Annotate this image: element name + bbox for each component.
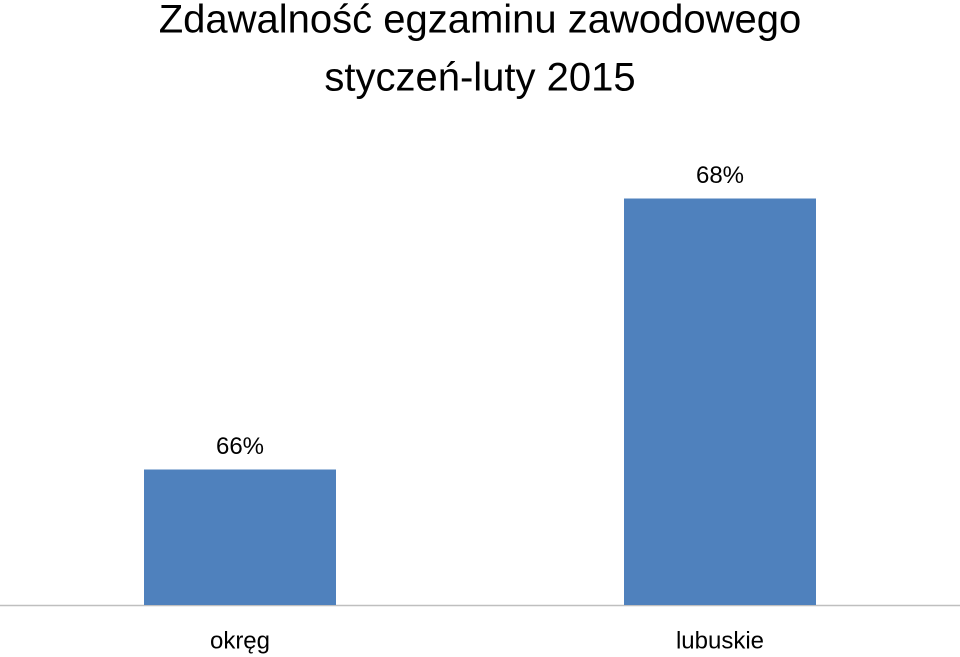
x-tick-label: lubuskie: [676, 627, 764, 654]
value-label: 68%: [696, 162, 744, 189]
bar: [144, 469, 336, 605]
x-tick-label: okręg: [210, 627, 270, 654]
chart-title: Zdawalność egzaminu zawodowego: [159, 0, 802, 42]
value-label: 66%: [216, 433, 264, 460]
chart-subtitle: styczeń-luty 2015: [324, 56, 635, 100]
bar: [624, 198, 816, 605]
